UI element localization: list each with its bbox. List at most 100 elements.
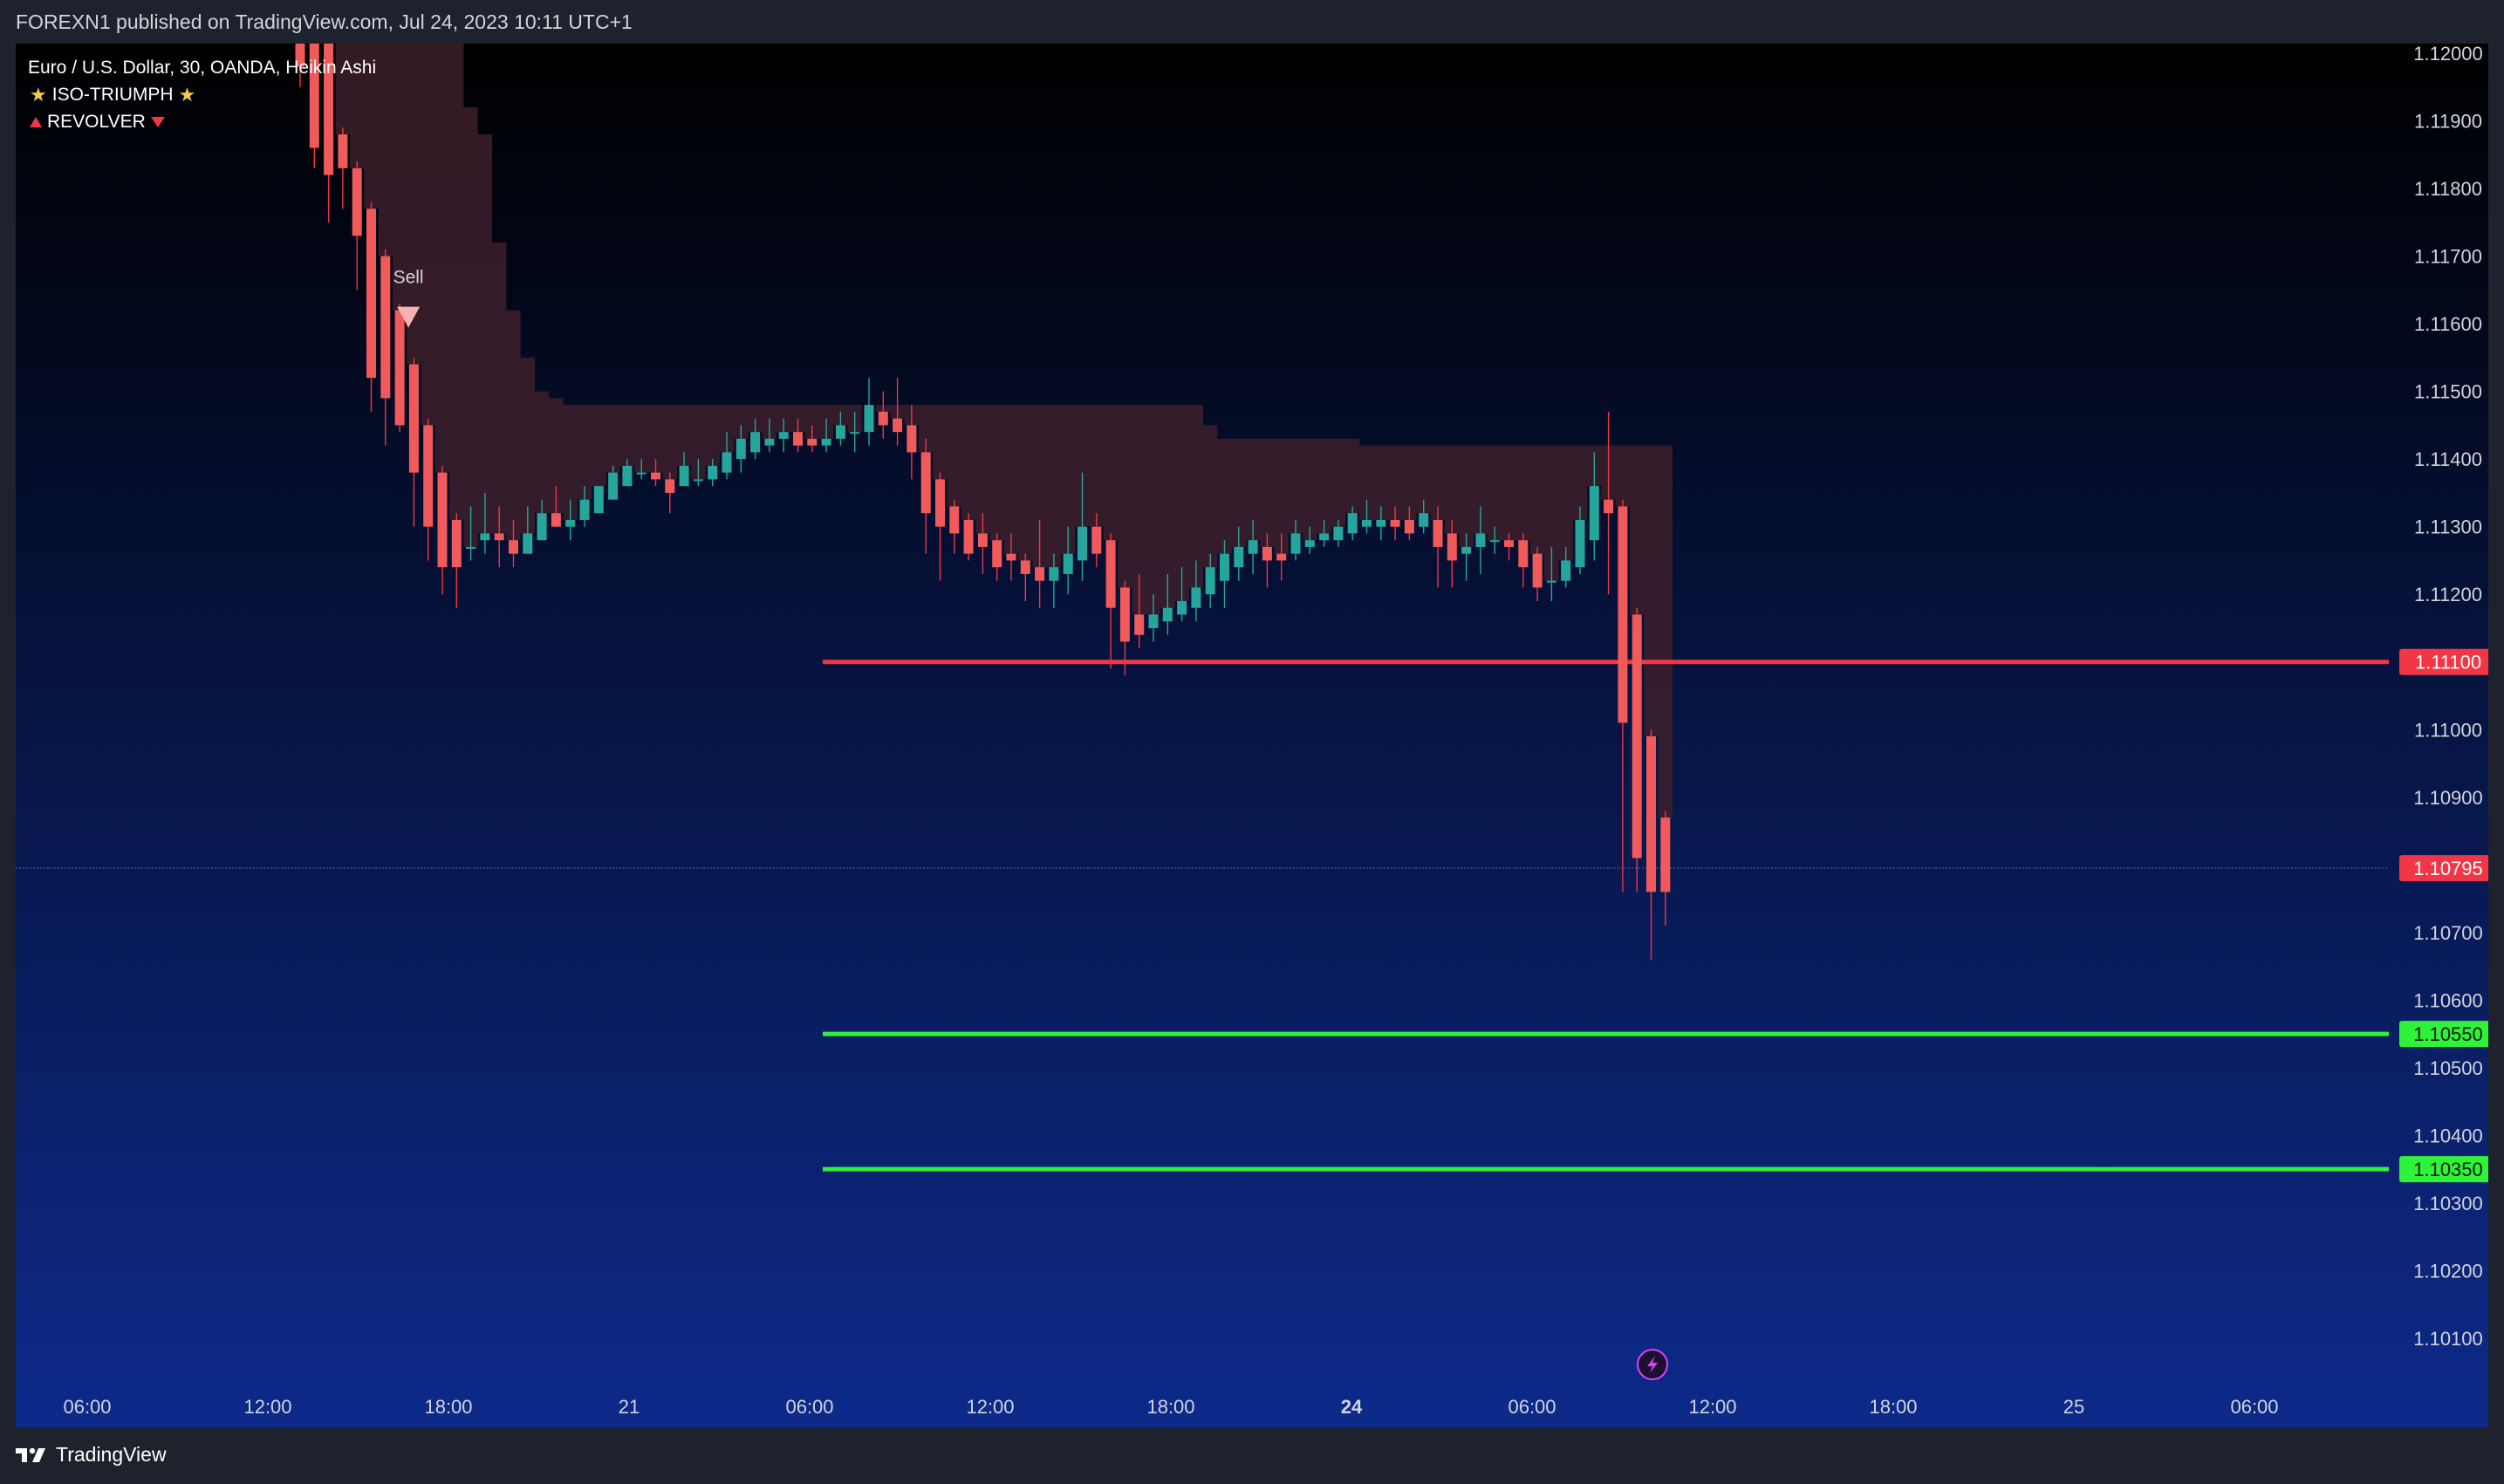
candle[interactable] bbox=[864, 378, 874, 446]
candle[interactable] bbox=[1248, 519, 1258, 574]
candle[interactable] bbox=[1461, 533, 1472, 581]
candle[interactable] bbox=[850, 411, 860, 453]
candle[interactable] bbox=[1177, 567, 1187, 622]
candle[interactable] bbox=[1660, 810, 1671, 927]
candle[interactable] bbox=[963, 513, 974, 561]
candle[interactable] bbox=[1419, 499, 1429, 534]
candle[interactable] bbox=[1290, 519, 1301, 561]
candle[interactable] bbox=[1105, 533, 1116, 669]
candle[interactable] bbox=[735, 425, 746, 473]
candle[interactable] bbox=[1319, 519, 1330, 547]
candle[interactable] bbox=[451, 513, 462, 608]
candle[interactable] bbox=[665, 472, 675, 514]
sell-signal-marker[interactable] bbox=[397, 306, 421, 328]
candle[interactable] bbox=[551, 486, 561, 527]
candle[interactable] bbox=[807, 425, 818, 453]
candle[interactable] bbox=[1433, 506, 1443, 588]
candle[interactable] bbox=[1148, 594, 1159, 642]
candle[interactable] bbox=[764, 418, 775, 453]
candle[interactable] bbox=[750, 418, 761, 460]
lightning-icon[interactable] bbox=[1637, 1349, 1668, 1380]
candle[interactable] bbox=[1362, 499, 1372, 534]
candle[interactable] bbox=[679, 452, 689, 487]
candle[interactable] bbox=[949, 499, 960, 554]
candle[interactable] bbox=[920, 438, 931, 554]
candle[interactable] bbox=[1632, 607, 1642, 892]
candle[interactable] bbox=[977, 513, 988, 574]
candle[interactable] bbox=[793, 418, 803, 453]
candle[interactable] bbox=[1589, 452, 1599, 561]
candle[interactable] bbox=[338, 127, 348, 209]
candle[interactable] bbox=[1205, 553, 1215, 608]
candle[interactable] bbox=[935, 472, 945, 581]
legend-indicator-revolver[interactable]: REVOLVER bbox=[28, 108, 376, 135]
candle[interactable] bbox=[1489, 526, 1500, 554]
candle[interactable] bbox=[1504, 533, 1514, 561]
chart-area[interactable]: Sell 1.12000 1.11900 1.11800 1.11700 1.11600… bbox=[16, 44, 2488, 1427]
candle[interactable] bbox=[1333, 519, 1344, 547]
candle[interactable] bbox=[423, 418, 434, 561]
candle[interactable] bbox=[437, 465, 448, 595]
candle[interactable] bbox=[893, 378, 903, 446]
candle[interactable] bbox=[466, 506, 476, 561]
candle[interactable] bbox=[295, 44, 305, 87]
candle[interactable] bbox=[1546, 546, 1556, 601]
candle[interactable] bbox=[1020, 553, 1030, 601]
brand[interactable]: TradingView bbox=[16, 1443, 167, 1467]
candle[interactable] bbox=[907, 405, 917, 480]
candle[interactable] bbox=[1347, 506, 1358, 541]
candle[interactable] bbox=[394, 303, 405, 433]
candle[interactable] bbox=[1575, 506, 1585, 574]
candle[interactable] bbox=[579, 486, 590, 527]
candle[interactable] bbox=[778, 418, 789, 453]
candle[interactable] bbox=[1035, 519, 1045, 608]
candle[interactable] bbox=[992, 533, 1002, 581]
legend-indicator-iso-triumph[interactable]: ★ ISO-TRIUMPH ★ bbox=[28, 81, 376, 108]
candle[interactable] bbox=[309, 44, 319, 168]
candle[interactable] bbox=[1220, 540, 1229, 608]
candle[interactable] bbox=[408, 357, 419, 527]
candle[interactable] bbox=[878, 391, 888, 439]
candle[interactable] bbox=[1518, 533, 1529, 588]
candle[interactable] bbox=[523, 506, 533, 554]
candle[interactable] bbox=[537, 499, 547, 541]
candle[interactable] bbox=[494, 506, 504, 568]
candle[interactable] bbox=[324, 44, 334, 222]
candle[interactable] bbox=[1376, 506, 1386, 541]
candle[interactable] bbox=[1262, 533, 1272, 588]
candle[interactable] bbox=[1475, 506, 1486, 574]
candle[interactable] bbox=[651, 459, 660, 487]
candle[interactable] bbox=[1006, 533, 1016, 581]
candle[interactable] bbox=[636, 459, 647, 480]
candle[interactable] bbox=[1447, 519, 1457, 588]
candle[interactable] bbox=[1234, 526, 1244, 581]
candle[interactable] bbox=[1390, 506, 1400, 541]
candle[interactable] bbox=[1063, 526, 1073, 595]
candle[interactable] bbox=[565, 499, 576, 541]
candle[interactable] bbox=[722, 432, 732, 480]
candle[interactable] bbox=[1604, 411, 1614, 595]
chart-svg[interactable]: Sell 1.12000 1.11900 1.11800 1.11700 1.11600… bbox=[16, 44, 2488, 1427]
candle[interactable] bbox=[1618, 499, 1628, 892]
legend-symbol[interactable]: Euro / U.S. Dollar, 30, OANDA, Heikin As… bbox=[28, 58, 377, 78]
candle[interactable] bbox=[835, 411, 845, 446]
candle[interactable] bbox=[380, 249, 391, 446]
candle[interactable] bbox=[1134, 573, 1145, 649]
candle[interactable] bbox=[821, 418, 831, 453]
candle[interactable] bbox=[693, 459, 703, 487]
candle[interactable] bbox=[366, 202, 376, 412]
candle[interactable] bbox=[1078, 472, 1087, 581]
candle[interactable] bbox=[1404, 506, 1414, 541]
candle[interactable] bbox=[1304, 526, 1315, 554]
candle[interactable] bbox=[1091, 513, 1102, 568]
candle[interactable] bbox=[622, 459, 633, 487]
candle[interactable] bbox=[480, 492, 490, 554]
candle[interactable] bbox=[1191, 560, 1201, 622]
candle[interactable] bbox=[509, 519, 518, 568]
candle[interactable] bbox=[352, 161, 362, 291]
candle[interactable] bbox=[1646, 729, 1656, 960]
candle[interactable] bbox=[1049, 553, 1059, 608]
candle[interactable] bbox=[1561, 546, 1571, 588]
candle[interactable] bbox=[1162, 573, 1173, 635]
candle[interactable] bbox=[1532, 546, 1543, 601]
